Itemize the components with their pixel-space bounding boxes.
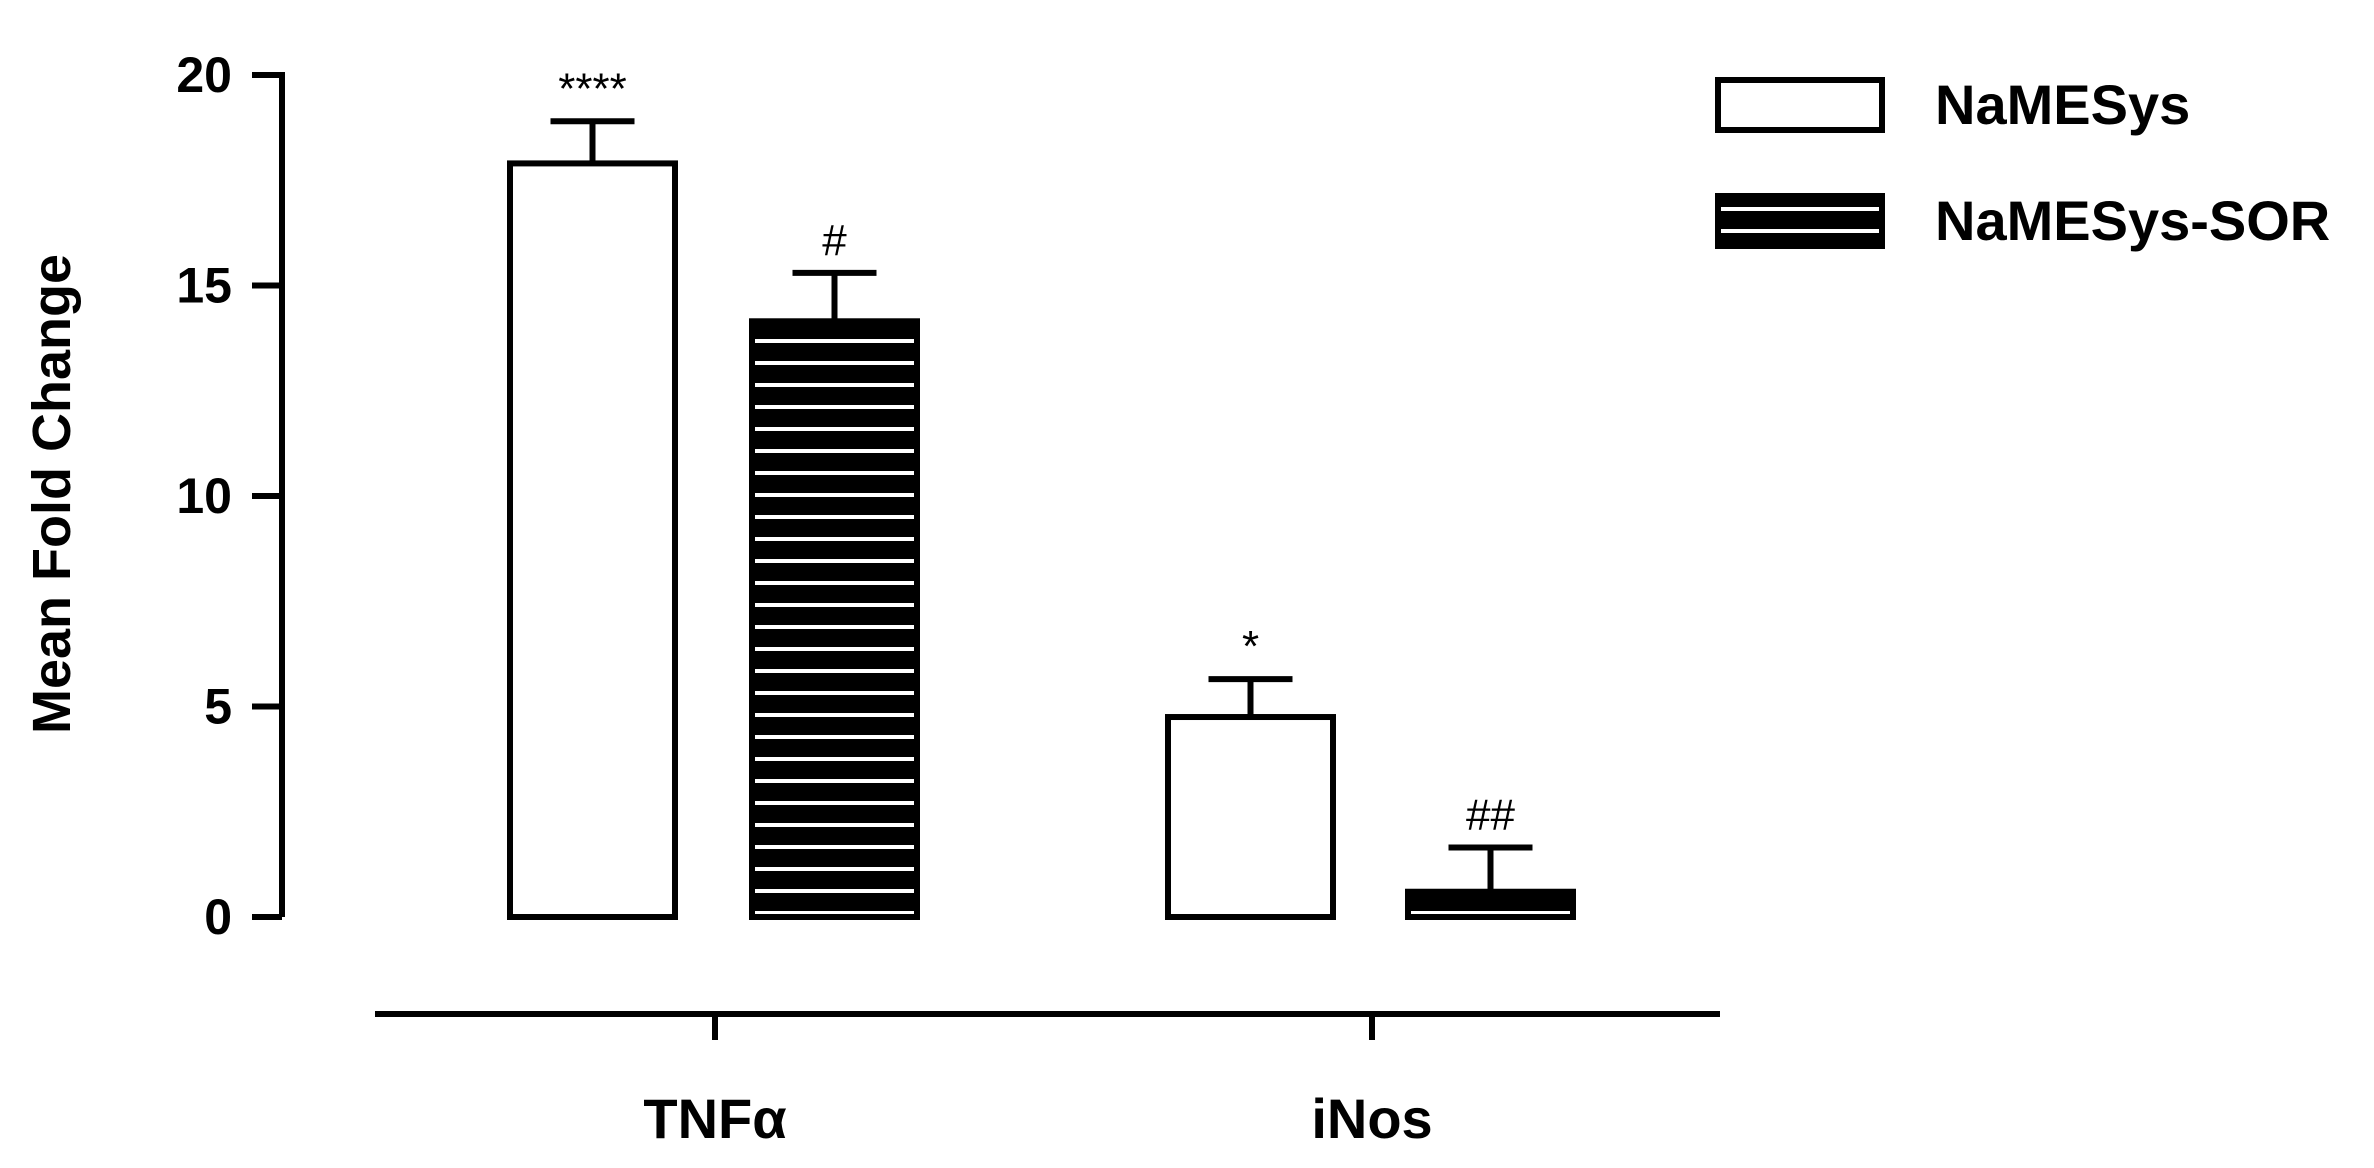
bar (1165, 714, 1336, 921)
y-tick-label: 15 (176, 258, 232, 314)
significance-label: ## (1466, 791, 1515, 840)
bars: *****### (507, 64, 1576, 921)
bar (1405, 888, 1576, 920)
bar-group: ## (1405, 791, 1576, 920)
y-axis: 0 5 10 15 20 Mean Fold Change (22, 47, 285, 945)
legend-swatch (1715, 193, 1885, 249)
y-tick-label: 20 (176, 47, 232, 103)
significance-label: # (822, 216, 847, 265)
significance-label: * (1242, 622, 1259, 671)
legend-label: NaMESys (1935, 73, 2190, 136)
x-ticks: TNFα iNos (643, 1014, 1433, 1150)
legend-swatch (1715, 77, 1885, 133)
legend: NaMESys NaMESys-SOR (1715, 73, 2330, 252)
legend-label: NaMESys-SOR (1935, 189, 2330, 252)
y-ticks: 0 5 10 15 20 (176, 47, 282, 945)
legend-item: NaMESys-SOR (1715, 189, 2330, 252)
y-axis-label: Mean Fold Change (22, 254, 82, 734)
bar (749, 318, 920, 921)
bar-group: **** (507, 64, 678, 921)
x-axis: TNFα iNos (375, 1011, 1720, 1150)
bar (507, 160, 678, 921)
y-tick-label: 10 (176, 468, 232, 524)
y-tick-label: 0 (204, 889, 232, 945)
bar-group: # (749, 216, 920, 921)
legend-item: NaMESys (1715, 73, 2190, 136)
y-tick-label: 5 (204, 679, 232, 735)
x-tick-label: iNos (1311, 1087, 1432, 1150)
significance-label: **** (558, 64, 627, 113)
bar-group: * (1165, 622, 1336, 921)
x-tick-label: TNFα (643, 1087, 786, 1150)
